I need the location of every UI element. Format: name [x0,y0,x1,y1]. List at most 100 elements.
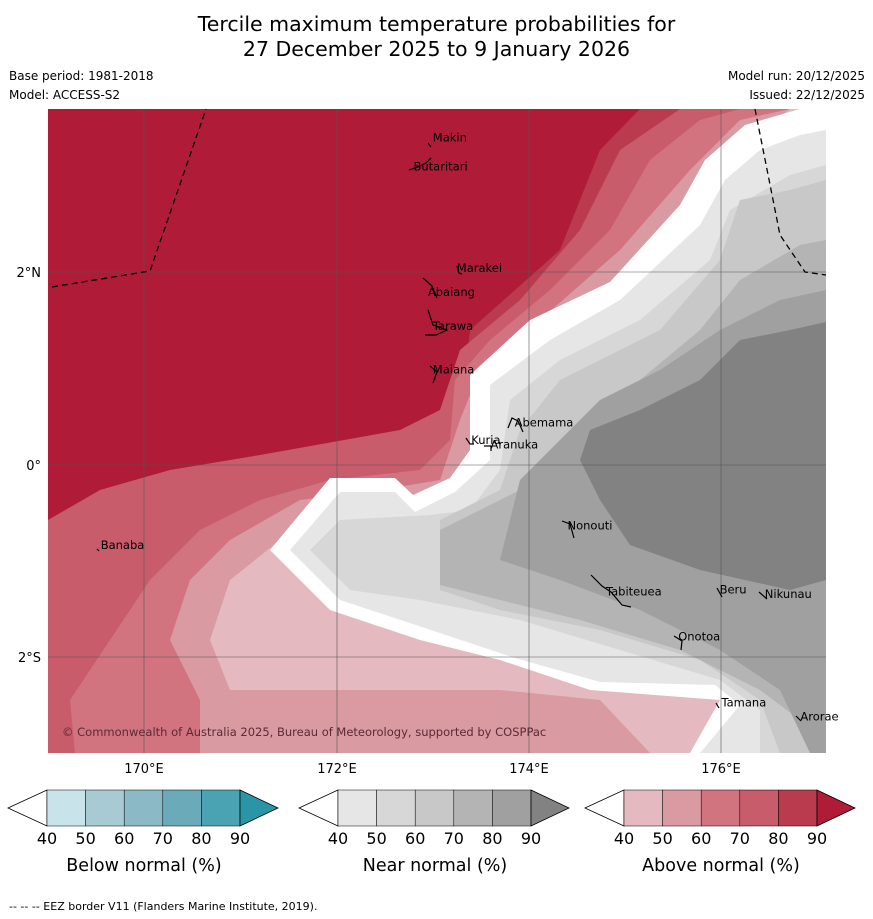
colorbar-high-extend [530,789,570,827]
colorbar-low-extend [7,789,48,827]
tamana-island [715,702,720,709]
colorbar-segment [201,789,241,827]
abemama-island [507,417,524,433]
colorbar-label: Near normal (%) [363,856,508,876]
lat-tick-2s: 2°S [18,651,41,666]
place-label-nikunau: Nikunau [765,587,812,601]
aranuka-island [484,445,492,451]
colorbar-tick-label: 90 [807,829,827,848]
abaiang-island [422,277,438,299]
tabiteuea-island [590,574,632,608]
colorbar-low-extend [298,789,339,827]
place-label-tarawa: Tarawa [432,319,473,333]
lon-tick-176e: 176°E [701,762,741,777]
colorbar-tick-label: 60 [691,829,711,848]
lat-tick-0: 0° [26,459,41,474]
makin-island [427,142,432,148]
butaritari-island [408,157,432,171]
map-area [48,109,826,753]
tarawa-island [425,309,449,336]
eez-borders [51,108,827,288]
colorbar-tick-label: 90 [230,829,250,848]
title-line-2: 27 December 2025 to 9 January 2026 [242,37,631,61]
colorbar-segment [662,789,702,827]
lon-tick-172e: 172°E [317,762,357,777]
place-label-arorae: Arorae [800,710,838,724]
colorbar-tick-label: 80 [482,829,502,848]
place-label-nonouti: Nonouti [568,519,613,533]
probability-map: Makin Butaritari Marakei Abaiang Tarawa Maian… [7,108,856,876]
issued-date: Issued: 22/12/2025 [749,88,865,102]
colorbar-segment [700,789,741,827]
base-period: Base period: 1981-2018 [9,69,154,83]
colorbar-segment [739,789,779,827]
banaba-island [96,548,100,552]
model-name: Model: ACCESS-S2 [9,88,121,102]
place-labels: Makin Butaritari Marakei Abaiang Tarawa Maian… [101,131,839,724]
colorbar-segment [453,789,493,827]
lat-tick-2n: 2°N [17,266,42,281]
lon-tick-170e: 170°E [124,762,164,777]
island-outlines [96,142,802,722]
colorbar-segment [46,789,86,827]
gridlines [48,109,826,753]
colorbar-segment [492,789,532,827]
colorbar-low-extend [584,789,625,827]
colorbar-high-extend [239,789,279,827]
eez-footnote: -- -- -- EEZ border V11 (Flanders Marine… [9,900,318,913]
colorbar-tick-label: 80 [191,829,211,848]
colorbar-2: 40 50 60 70 80 90 Above normal (%) [584,789,856,876]
colorbar-tick-label: 40 [328,829,348,848]
place-label-marakei: Marakei [457,261,502,275]
nonouti-island [561,520,575,539]
near-normal-90-region [580,322,826,590]
copyright-notice: © Commonwealth of Australia 2025, Bureau… [62,725,546,739]
colorbar-segment [123,789,164,827]
beru-island [716,587,723,598]
colorbar-high-extend [816,789,856,827]
place-label-tamana: Tamana [721,695,767,709]
colorbar-tick-label: 70 [153,829,173,848]
place-label-beru: Beru [720,582,747,596]
colorbar-segment [376,789,416,827]
place-label-banaba: Banaba [101,538,145,552]
colorbar-0: 40 50 60 70 80 90 Below normal (%) [7,789,279,876]
colorbar-tick-label: 90 [521,829,541,848]
place-label-kuria: Kuria [471,433,500,447]
colorbar-tick-label: 70 [444,829,464,848]
maiana-island [429,365,438,384]
title-line-1: Tercile maximum temperature probabilitie… [197,12,676,36]
colorbar-tick-label: 50 [366,829,386,848]
model-run: Model run: 20/12/2025 [727,69,865,83]
place-label-butaritari: Butaritari [414,160,468,174]
nikunau-island [758,591,768,600]
colorbar-tick-label: 60 [405,829,425,848]
axis-tick-labels: 170°E 172°E 174°E 176°E 2°N 0° 2°S [17,266,741,777]
place-label-tabiteuea: Tabiteuea [605,584,662,598]
colorbar-segment [85,789,125,827]
colorbar-label: Above normal (%) [642,856,800,876]
colorbar-tick-label: 70 [730,829,750,848]
colorbar-tick-label: 50 [75,829,95,848]
marakei-island [456,265,463,275]
colorbar-tick-label: 50 [652,829,672,848]
eez-border-east [754,108,827,276]
onotoa-island [673,635,683,651]
colorbar-segment [778,789,818,827]
colorbar-label: Below normal (%) [66,856,221,876]
place-label-onotoa: Onotoa [678,630,720,644]
colorbar-tick-label: 80 [768,829,788,848]
colorbar-1: 40 50 60 70 80 90 Near normal (%) [298,789,570,876]
colorbar-segment [414,789,455,827]
eez-border-west [51,108,207,288]
colorbar-tick-label: 40 [614,829,634,848]
colorbar-segment [162,789,202,827]
colorbar-tick-label: 40 [37,829,57,848]
chart-title: Tercile maximum temperature probabilitie… [0,12,873,62]
colorbar-segment [623,789,663,827]
colorbar-segment [337,789,377,827]
place-label-aranuka: Aranuka [491,438,539,452]
colorbars: 40 50 60 70 80 90 Below normal (%) 40 50 60 70 80 90… [7,789,856,876]
colorbar-tick-label: 60 [114,829,134,848]
place-label-abemama: Abemama [515,415,574,429]
